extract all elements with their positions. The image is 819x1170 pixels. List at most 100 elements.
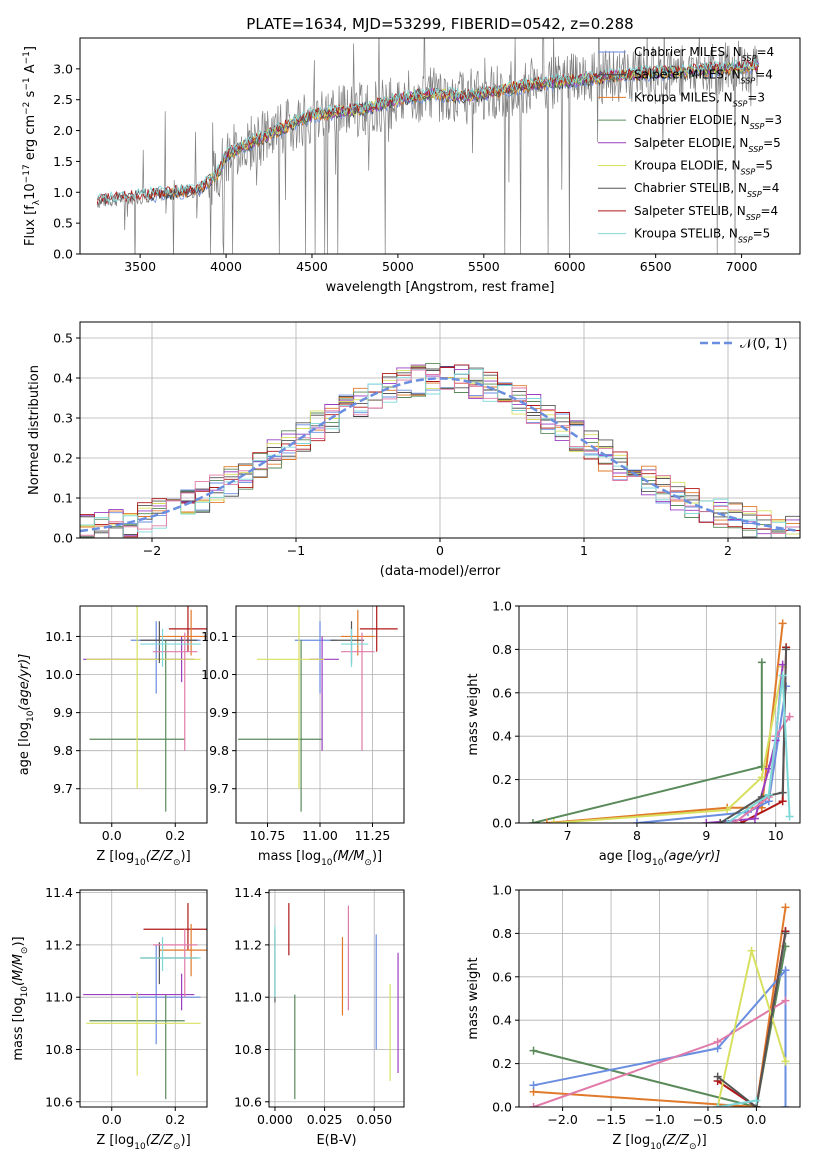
x-tick-label: 4500: [296, 259, 328, 274]
y-axis-label: mass weight: [466, 957, 481, 1039]
label-part: )]: [11, 936, 26, 946]
x-tick-label: 7: [564, 828, 572, 843]
axes-frame: [268, 889, 405, 1108]
x-axis-label: E(B-V): [316, 1133, 356, 1148]
x-tick-label: 0.0: [746, 1112, 766, 1127]
y-tick-label: 1.0: [492, 883, 512, 898]
label-part: 10: [134, 1142, 146, 1152]
plot-area-massweight_vs_Z: [529, 903, 790, 1107]
y-axis-label: age [log10(age/yr)]: [17, 654, 36, 776]
mass-weight-line: [636, 686, 788, 823]
y-tick-label: 0.2: [492, 772, 512, 787]
histogram-salpeter-miles: [80, 366, 800, 538]
label-part: (age/yr)]: [663, 849, 720, 864]
panel-spectrum: 3500 4000 4500 5000 5500 6000 6500 7000 0.0 0.5 1.…: [22, 37, 801, 295]
label-part: (M/M: [11, 954, 26, 986]
mass-weight-marker: [778, 797, 787, 806]
mass-weight-line: [717, 1099, 757, 1107]
mass-weight-line: [553, 666, 784, 823]
mass-weight-marker: [723, 805, 732, 814]
label-part: s: [23, 90, 38, 101]
x-tick-label: −1.5: [596, 1112, 626, 1127]
label-part: SSP: [748, 144, 763, 153]
y-axis-label: Flux [fλ10−17 erg cm−2 s−1 A−1]: [22, 46, 42, 246]
label-part: SSP: [742, 54, 757, 63]
x-tick-label: −2: [143, 543, 161, 558]
x-tick-label: −0.5: [693, 1112, 723, 1127]
label-part: =3: [747, 90, 765, 104]
x-axis-label: wavelength [Angstrom, rest frame]: [326, 280, 555, 295]
label-part: Chabrier STELIB, N: [634, 181, 747, 195]
y-tick-label: 1.0: [53, 185, 73, 200]
label-part: 10: [652, 858, 664, 868]
x-tick-label: 10.75: [250, 828, 286, 843]
y-tick-label: 1.5: [53, 154, 73, 169]
label-part: ⊙: [689, 1142, 697, 1152]
plot-area-residuals: [80, 363, 800, 538]
x-tick-label: −1: [287, 543, 305, 558]
y-tick-label: 9.7: [53, 781, 73, 796]
x-tick-label: 10: [768, 828, 784, 843]
mass-weight-marker: [781, 996, 790, 1005]
y-tick-label: 0.2: [492, 1056, 512, 1071]
plot-area-age_vs_Z: [83, 606, 207, 812]
axes-frame: [79, 605, 208, 824]
label-part: ⊙: [173, 858, 181, 868]
mass-weight-marker: [782, 645, 791, 654]
label-part: Kroupa STELIB, N: [634, 227, 738, 241]
mass-weight-marker: [716, 819, 725, 823]
label-part: Salpeter STELIB, N: [634, 204, 746, 218]
label-part: (Z/Z: [146, 1133, 174, 1148]
y-tick-label: 11.4: [234, 885, 262, 900]
model-spectrum-salpeter-elodie: [208, 60, 760, 187]
mass-weight-marker: [778, 619, 787, 628]
label-part: (age/yr)]: [17, 654, 32, 711]
mass-weight-marker: [778, 788, 787, 797]
label-part: 10: [134, 858, 146, 868]
y-tick-label: 10.1: [45, 629, 73, 644]
plot-area-mass_vs_Z: [83, 903, 207, 1100]
legend-entry: Kroupa MILES, NSSP=3: [634, 90, 765, 108]
mass-weight-marker: [757, 773, 766, 782]
x-tick-label: 9: [702, 828, 710, 843]
label-part: ⊙: [20, 947, 30, 955]
y-tick-label: 10.8: [234, 1042, 262, 1057]
x-tick-label: 4000: [210, 259, 242, 274]
mass-weight-marker: [785, 712, 794, 721]
y-tick-label: 2.0: [53, 123, 73, 138]
mass-weight-marker: [730, 819, 739, 823]
y-axis-label: mass weight: [466, 673, 481, 755]
histogram-salpeter-elodie: [80, 364, 800, 538]
y-tick-label: 9.7: [209, 781, 229, 796]
label-part: =4: [760, 204, 778, 218]
y-tick-label: 3.0: [53, 61, 73, 76]
y-tick-label: 10.0: [45, 667, 73, 682]
x-tick-label: 1: [580, 543, 588, 558]
label-part: SSP: [750, 122, 765, 131]
model-spectrum-kroupa-stelib: [97, 58, 759, 204]
legend-entry: Salpeter ELODIE, NSSP=5: [634, 136, 781, 154]
y-tick-label: 11.4: [45, 885, 73, 900]
axes-frame: [79, 889, 208, 1108]
x-tick-label: 8: [633, 828, 641, 843]
y-tick-label: 0.4: [492, 729, 512, 744]
x-tick-label: 0.0: [102, 1112, 122, 1127]
label-part: 10: [26, 710, 36, 722]
label-part: age [log: [599, 849, 652, 864]
x-tick-label: 2: [724, 543, 732, 558]
mass-weight-marker: [757, 658, 766, 667]
label-part: −1: [22, 77, 32, 90]
mass-weight-marker: [713, 1103, 722, 1107]
panel-residuals: −2 −1 0 1 2 0.0 0.1 0.2 0.3 0.4 0.5 𝒩(0, 1) (data-mo…: [27, 321, 801, 579]
x-tick-label: 0: [436, 543, 444, 558]
panel-massweight_vs_Z: −2.0 −1.5 −1.0 −0.5 0.0 0.0 0.2 0.4 0.6 0.8 1.0 Z […: [466, 883, 801, 1152]
y-tick-label: 0.6: [492, 685, 512, 700]
y-tick-label: 0.5: [53, 331, 73, 346]
mass-weight-line: [533, 907, 787, 1107]
x-axis-label: mass [log10(M/M⊙)]: [258, 849, 382, 868]
x-tick-label: 0.2: [165, 1112, 185, 1127]
label-part: )]: [372, 849, 382, 864]
legend-entry: Kroupa ELODIE, NSSP=5: [634, 159, 773, 177]
y-tick-label: 0.2: [53, 451, 73, 466]
